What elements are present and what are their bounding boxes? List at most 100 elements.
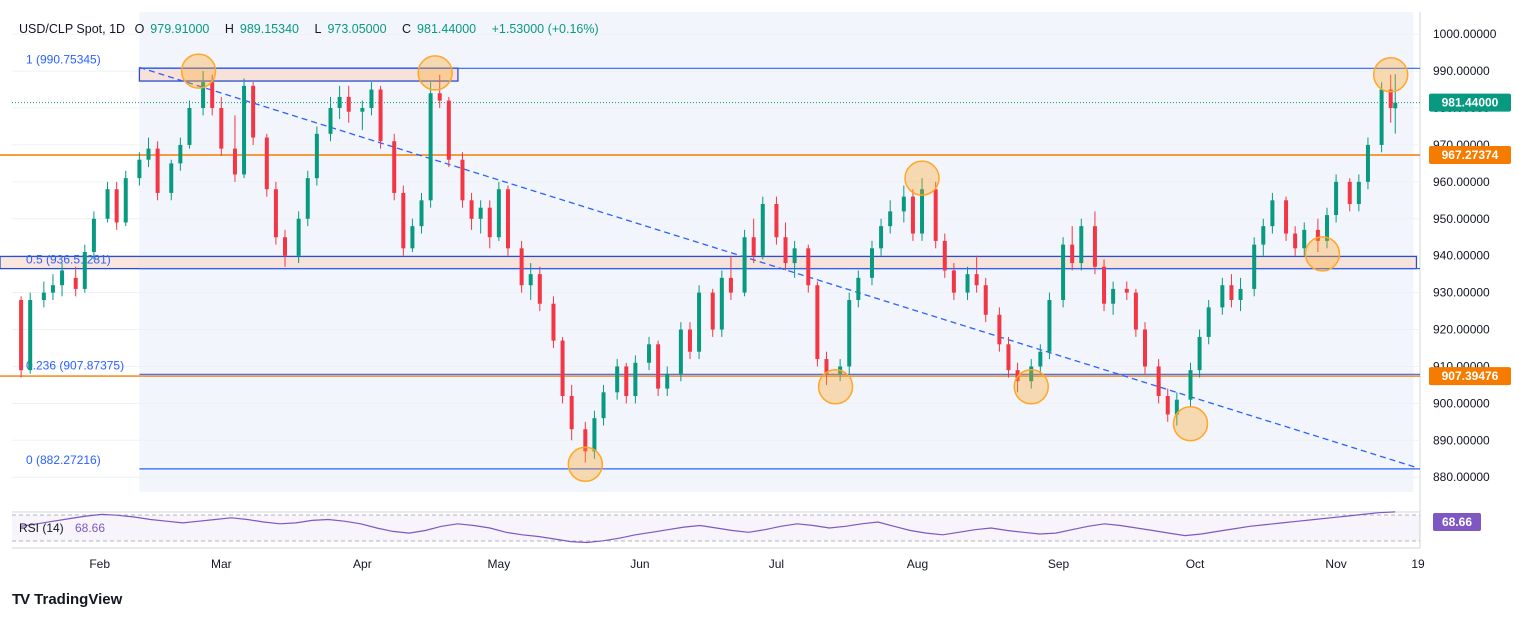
circle-marker (904, 160, 940, 196)
chart-header: USD/CLP Spot, 1D O 979.91000 H 989.15340 L… (19, 22, 605, 36)
candle-body (1029, 366, 1034, 382)
candle-body (1270, 200, 1275, 227)
candle-body (478, 207, 483, 219)
candle-body (1156, 366, 1161, 396)
level-price-tag-bg (1429, 367, 1511, 386)
x-tick-label: Mar (211, 557, 232, 571)
candle-body (178, 144, 183, 164)
candle-body (1061, 244, 1066, 300)
x-tick-label: Oct (1186, 557, 1205, 571)
candle-body (392, 141, 397, 193)
candle-body (537, 274, 542, 304)
candle-body (1188, 370, 1193, 400)
candle-body (728, 277, 733, 293)
candle-body (505, 189, 510, 249)
candle-body (1197, 336, 1202, 371)
candle-body (1302, 229, 1307, 249)
candle-body (337, 96, 342, 108)
candle-body (1174, 399, 1179, 415)
symbol-title[interactable]: USD/CLP Spot, 1D (19, 22, 126, 36)
candle-body (519, 248, 524, 286)
fib-level-label: 0.236 (907.87375) (26, 358, 124, 372)
candle-body (528, 274, 533, 286)
candle-body (742, 237, 747, 293)
candle-body (1220, 285, 1225, 308)
candle-body (1142, 329, 1147, 367)
candle-body (687, 329, 692, 352)
candle-body (560, 340, 565, 396)
candle-body (997, 314, 1002, 345)
x-tick-label: Sep (1048, 557, 1070, 571)
candle-body (888, 211, 893, 227)
candle-body (1047, 300, 1052, 352)
candle-body (469, 200, 474, 219)
candle-body (697, 292, 702, 352)
candle-body (187, 108, 192, 145)
tradingview-brand[interactable]: TV TradingView (12, 591, 122, 608)
candle-body (1102, 266, 1107, 304)
candle-body (401, 192, 406, 249)
open-label: O (134, 22, 145, 36)
circle-marker (1372, 57, 1409, 93)
fib-level-label: 0.5 (936.51281) (26, 253, 111, 267)
candle-body (633, 362, 638, 396)
y-tick-label: 960.00000 (1433, 175, 1490, 189)
x-tick-label: Jul (769, 557, 784, 571)
candle-body (1206, 307, 1211, 337)
candle-body (1070, 244, 1075, 264)
candle-body (783, 237, 788, 264)
candle-body (273, 189, 278, 238)
x-tick-label: May (488, 557, 511, 571)
candle-body (1229, 285, 1234, 300)
rsi-line (21, 511, 1396, 544)
candle-body (1111, 288, 1116, 304)
x-tick-label: Apr (353, 557, 372, 571)
candle-body (219, 108, 224, 149)
candle-body (933, 189, 938, 241)
candle-body (951, 270, 956, 293)
y-tick-label: 880.00000 (1433, 470, 1490, 484)
candle-body (806, 248, 811, 286)
candle-body (965, 274, 970, 293)
candle-body (1365, 144, 1370, 182)
candle-body (624, 366, 629, 396)
circle-marker (417, 55, 453, 91)
candle-body (50, 285, 55, 293)
close-value: 981.44000 (417, 22, 477, 36)
candle-body (1293, 233, 1298, 249)
candle-body (920, 189, 925, 234)
candle-body (155, 148, 160, 193)
candle-body (410, 226, 415, 249)
candle-body (328, 108, 333, 134)
candle-body (583, 429, 588, 452)
candle-body (346, 96, 351, 112)
candle-body (665, 373, 670, 389)
candle-body (1006, 344, 1011, 371)
candle-body (760, 204, 765, 256)
candle-body (1379, 89, 1384, 145)
y-tick-label: 940.00000 (1433, 249, 1490, 263)
candle-body (901, 196, 906, 212)
candle-body (1334, 181, 1339, 216)
x-tick-label: Nov (1325, 557, 1346, 571)
level-price-tag: 967.27374 (1442, 148, 1499, 162)
candle-body (1393, 102, 1398, 109)
support-zone (0, 255, 1418, 270)
candle-body (496, 189, 501, 238)
y-tick-label: 930.00000 (1433, 286, 1490, 300)
open-value: 979.91000 (150, 22, 210, 36)
candle-body (114, 189, 119, 223)
candle-body (419, 200, 424, 227)
candle-body (551, 303, 556, 341)
candle-body (19, 300, 24, 371)
candle-body (487, 207, 492, 238)
candle-body (1261, 226, 1266, 245)
candle-body (1092, 226, 1097, 267)
y-tick-label: 920.00000 (1433, 323, 1490, 337)
circle-marker (1013, 369, 1049, 405)
candle-body (647, 344, 652, 363)
candle-body (437, 93, 442, 101)
candle-body (73, 277, 78, 289)
candle-body (1165, 396, 1170, 415)
